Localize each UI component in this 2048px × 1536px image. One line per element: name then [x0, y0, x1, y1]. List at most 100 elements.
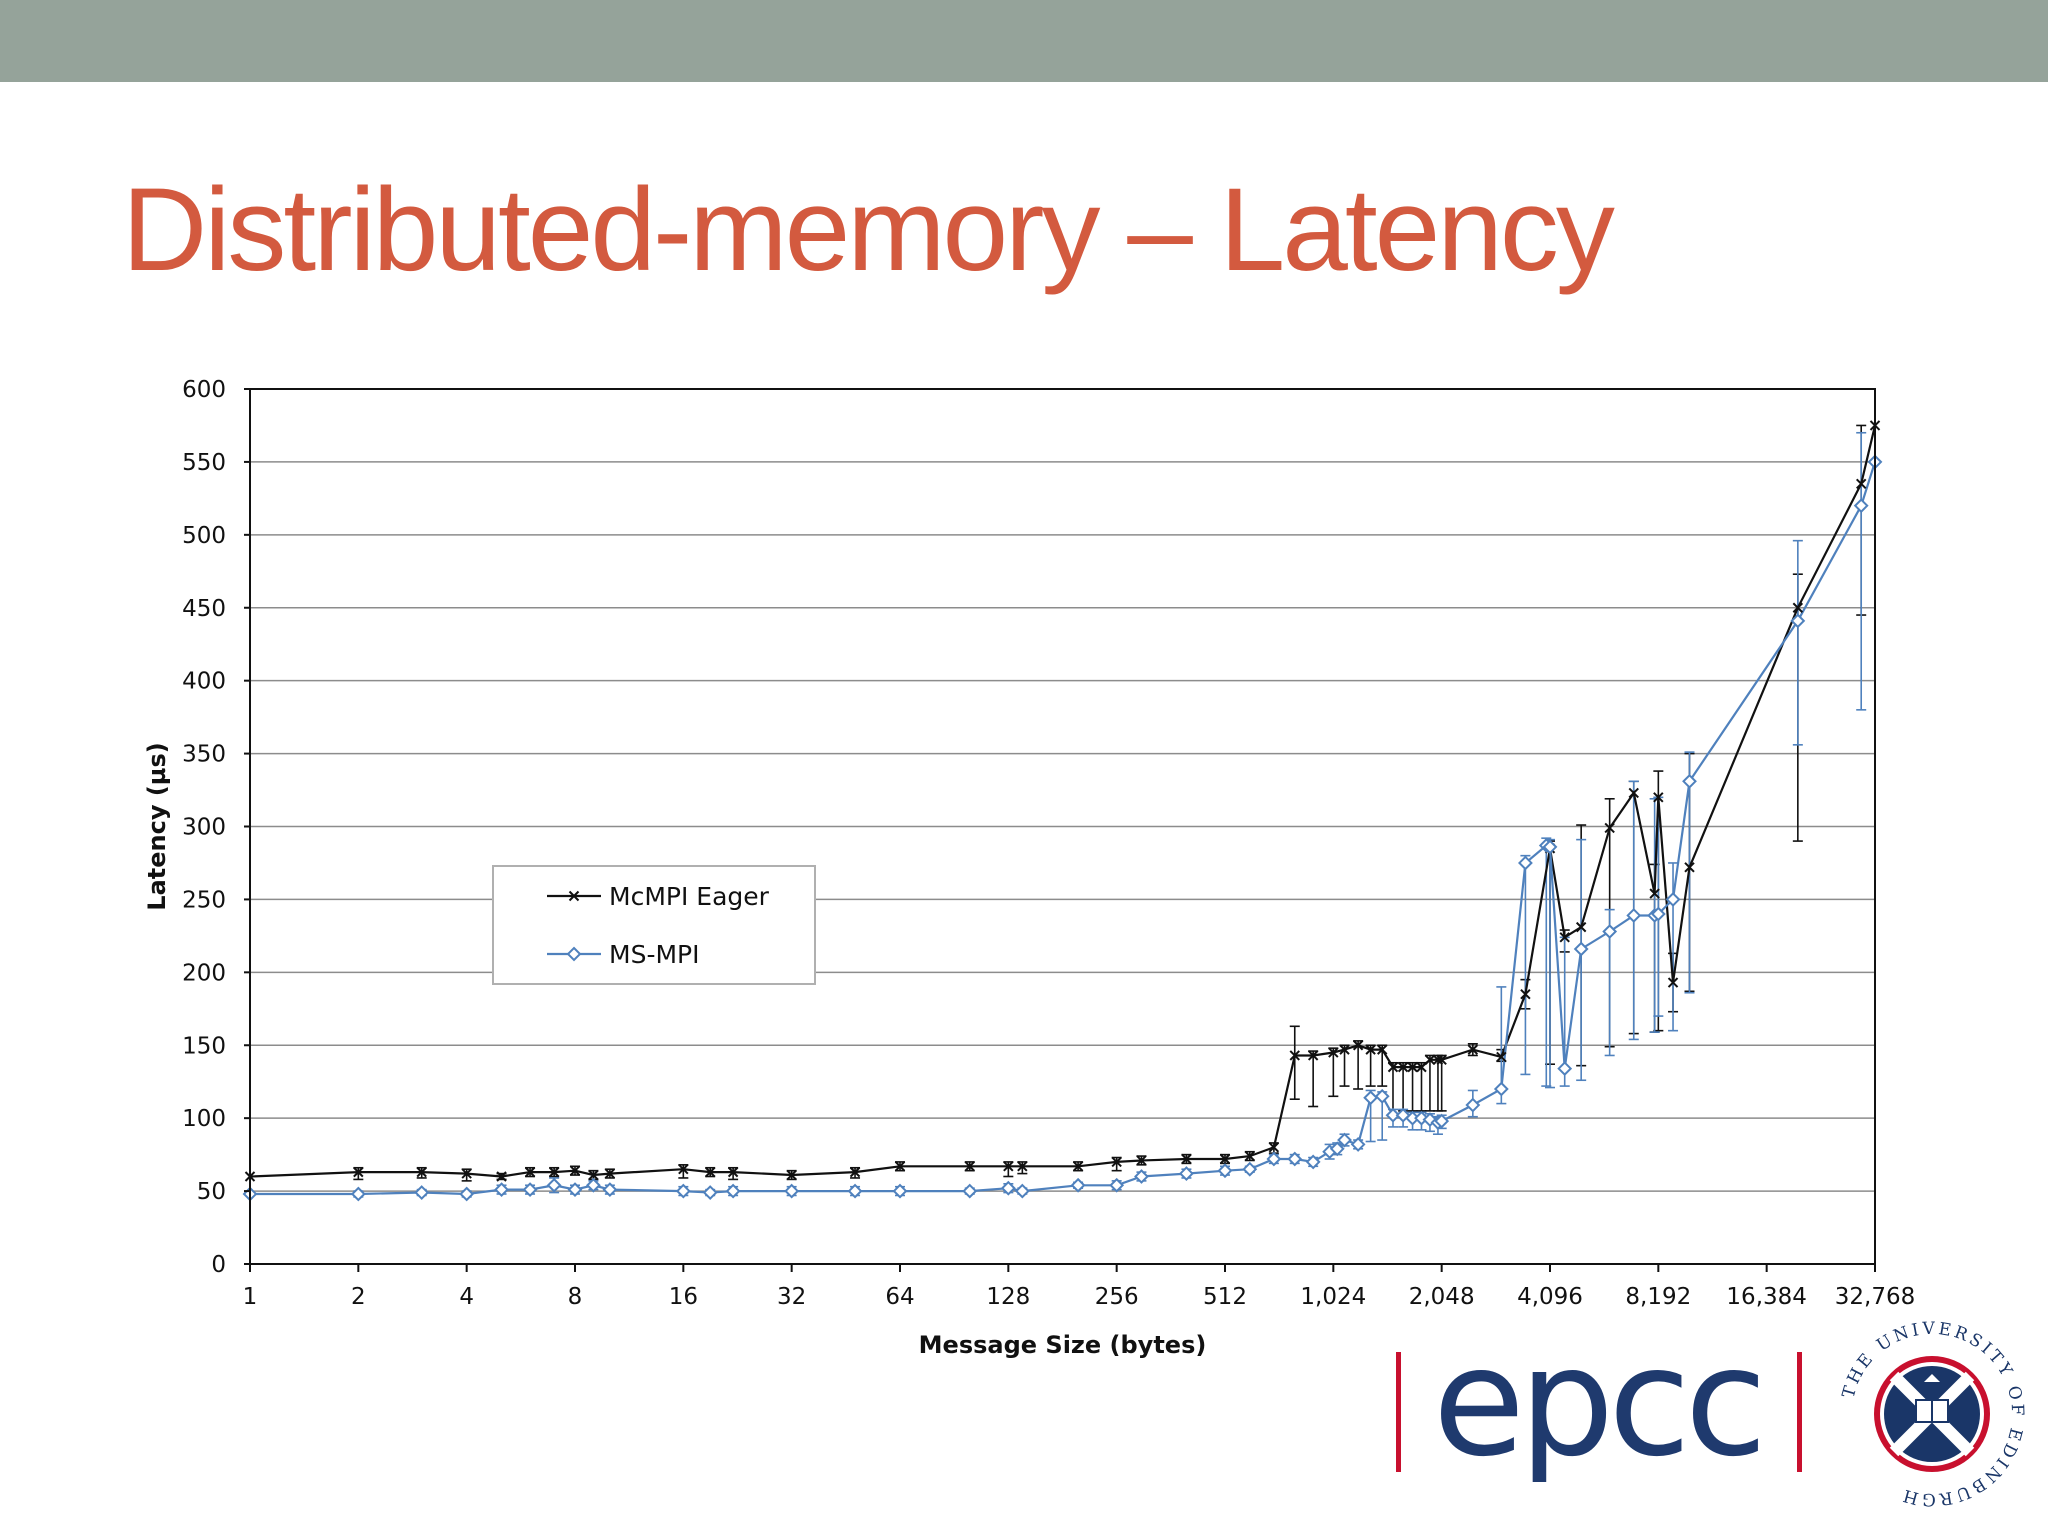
mcmpi-eager-point [1520, 989, 1531, 1000]
y-tick-label: 50 [197, 1179, 226, 1205]
x-tick-label: 256 [1095, 1284, 1139, 1310]
ms-mpi-point [1422, 1112, 1438, 1128]
x-tick-label: 128 [986, 1284, 1030, 1310]
ms-mpi-point [602, 1182, 618, 1198]
mcmpi-eager-point [1792, 602, 1804, 613]
y-axis-title: Latency (µs) [143, 742, 171, 910]
ms-mpi-point [1070, 1177, 1086, 1193]
mcmpi-eager-point [569, 1165, 581, 1176]
ms-mpi-point [1217, 1163, 1233, 1179]
ms-mpi-point [1350, 1137, 1366, 1152]
mcmpi-eager-point [548, 1166, 560, 1178]
ms-mpi-point [892, 1183, 908, 1199]
ms-mpi-point [585, 1177, 601, 1193]
ms-mpi-error-bar [1576, 838, 1587, 1082]
mcmpi-eager-point [461, 1168, 472, 1179]
ms-mpi-point [459, 1186, 475, 1202]
ms-mpi-point [350, 1186, 366, 1202]
mcmpi-eager-point [604, 1168, 616, 1179]
ms-mpi-series-line [250, 461, 1877, 1196]
mcmpi-eager-point [524, 1166, 536, 1178]
mcmpi-eager-point [1219, 1153, 1231, 1165]
ms-mpi-point [675, 1183, 691, 1199]
mcmpi-eager-point [1653, 792, 1664, 803]
mcmpi-eager-series-line [249, 425, 1877, 1178]
ms-mpi-point [1790, 613, 1806, 629]
ms-mpi-point [1434, 1113, 1450, 1129]
mcmpi-eager-point [1667, 977, 1679, 988]
y-tick-label: 250 [182, 887, 226, 913]
ms-mpi-point [962, 1183, 978, 1199]
y-tick-label: 350 [182, 742, 226, 768]
x-tick-label: 16,384 [1726, 1284, 1806, 1310]
ms-mpi-point [1109, 1177, 1125, 1193]
x-axis-title: Message Size (bytes) [919, 1331, 1207, 1359]
x-tick-label: 32,768 [1835, 1284, 1915, 1310]
ms-mpi-point [1179, 1166, 1194, 1181]
mcmpi-eager-point [1467, 1044, 1479, 1055]
legend-marker [566, 946, 582, 962]
ms-mpi-point [1557, 1061, 1573, 1076]
legend-label: McMPI Eager [609, 882, 770, 911]
y-tick-label: 150 [182, 1033, 226, 1059]
mcmpi-eager-point [849, 1166, 861, 1178]
ms-mpi-point [1650, 906, 1666, 922]
mcmpi-eager-point [1289, 1050, 1300, 1061]
x-tick-label: 32 [777, 1284, 806, 1310]
y-tick-label: 400 [182, 669, 226, 695]
ms-mpi-point [1493, 1081, 1509, 1097]
mcmpi-eager-point [1136, 1155, 1147, 1166]
ms-mpi-point [725, 1183, 741, 1199]
mcmpi-eager-error-bar [1289, 1025, 1300, 1101]
ms-mpi-error-bar [1668, 862, 1679, 1032]
logo-bar-right [1797, 1352, 1802, 1472]
x-tick-label: 8,192 [1625, 1284, 1691, 1310]
x-tick-label: 2 [351, 1284, 366, 1310]
ms-mpi-point [1329, 1141, 1345, 1157]
y-tick-label: 600 [182, 377, 226, 403]
y-tick-label: 0 [211, 1252, 226, 1278]
legend-item-ms-mpi: MS-MPI [547, 940, 699, 969]
mcmpi-eager-point [1377, 1044, 1388, 1055]
mcmpi-eager-point [416, 1166, 427, 1178]
mcmpi-eager-point [1339, 1044, 1350, 1055]
mcmpi-eager-point [1072, 1161, 1084, 1172]
mcmpi-eager-point [1432, 1054, 1444, 1066]
ms-mpi-point [494, 1182, 509, 1198]
ms-mpi-point [546, 1177, 562, 1193]
mcmpi-eager-point [1416, 1061, 1427, 1073]
mcmpi-eager-point [1181, 1153, 1192, 1165]
ms-mpi-point [1573, 941, 1589, 957]
ms-mpi-point [1000, 1180, 1016, 1196]
x-tick-label: 16 [669, 1284, 698, 1310]
mcmpi-eager-point [496, 1171, 507, 1182]
ms-mpi-point [567, 1182, 583, 1198]
ms-mpi-point [1363, 1090, 1379, 1106]
ms-mpi-point [1465, 1097, 1481, 1113]
x-tick-label: 64 [885, 1284, 914, 1310]
ms-mpi-point [1682, 773, 1697, 789]
logo-epcc-text: epcc [1433, 1342, 1761, 1482]
ms-mpi-point [522, 1182, 538, 1198]
mcmpi-eager-point [1436, 1054, 1447, 1066]
mcmpi-eager-point [1855, 478, 1867, 489]
ms-mpi-error-bar [1856, 431, 1867, 711]
ms-mpi-point [1014, 1183, 1030, 1199]
mcmpi-eager-error-bar [1365, 1044, 1376, 1087]
header-band [0, 0, 2048, 82]
mcmpi-eager-point [678, 1164, 689, 1175]
mcmpi-eager-point [786, 1169, 797, 1181]
mcmpi-eager-point [704, 1166, 716, 1178]
ms-mpi-point [1414, 1110, 1429, 1126]
ms-mpi-point [1665, 892, 1681, 907]
logo-bar-left [1396, 1352, 1401, 1472]
mcmpi-eager-point [588, 1169, 599, 1181]
x-tick-label: 4,096 [1517, 1284, 1583, 1310]
ms-mpi-point [1287, 1151, 1303, 1167]
mcmpi-eager-point [1424, 1054, 1436, 1066]
mcmpi-eager-point [1307, 1050, 1319, 1061]
y-tick-label: 550 [182, 450, 226, 476]
mcmpi-eager-point [1496, 1051, 1507, 1063]
x-tick-label: 1,024 [1300, 1284, 1366, 1310]
